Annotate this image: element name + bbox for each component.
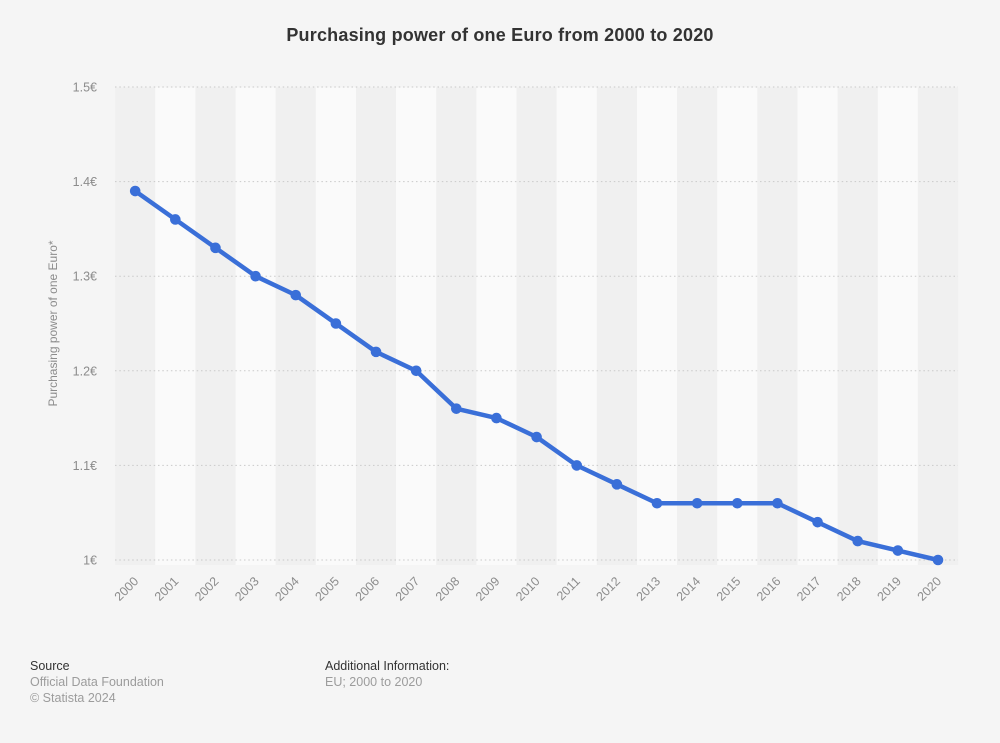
y-tick-label: 1€ <box>83 554 97 568</box>
data-point <box>812 516 823 528</box>
year-band <box>677 87 718 565</box>
year-band <box>636 87 678 565</box>
additional-info-block: Additional Information: EU; 2000 to 2020 <box>325 658 449 690</box>
x-tick-label: 2018 <box>834 574 864 604</box>
data-point <box>451 403 462 414</box>
data-point <box>852 535 864 547</box>
source-block: Source Official Data Foundation © Statis… <box>30 658 164 706</box>
year-band <box>837 87 878 565</box>
year-band <box>275 87 316 565</box>
y-tick-label: 1.4€ <box>73 175 97 189</box>
x-tick-label: 2009 <box>473 574 503 604</box>
x-tick-label: 2011 <box>554 574 583 603</box>
data-point <box>732 497 743 509</box>
data-point <box>410 365 422 377</box>
x-tick-label: 2016 <box>754 574 784 604</box>
x-tick-label: 2000 <box>112 574 142 604</box>
x-tick-label: 2017 <box>794 574 824 604</box>
data-point <box>892 545 904 556</box>
x-tick-label: 2001 <box>152 574 182 604</box>
data-point <box>290 289 302 301</box>
data-point <box>691 497 703 509</box>
copyright: © Statista 2024 <box>30 691 116 705</box>
data-point <box>370 346 382 358</box>
data-point <box>129 185 141 197</box>
x-tick-label: 2015 <box>714 574 744 604</box>
x-tick-label: 2012 <box>593 574 623 604</box>
data-point <box>611 479 623 490</box>
year-band <box>115 87 156 565</box>
year-band <box>917 87 959 565</box>
data-point <box>571 460 583 471</box>
y-tick-label: 1.2€ <box>73 364 97 378</box>
year-band <box>235 87 276 565</box>
additional-info-value: EU; 2000 to 2020 <box>325 675 423 689</box>
year-band <box>797 87 838 565</box>
x-tick-label: 2019 <box>874 574 904 604</box>
year-band <box>355 87 397 565</box>
x-tick-label: 2020 <box>915 574 945 604</box>
data-point <box>250 270 261 282</box>
year-band <box>436 87 477 565</box>
y-tick-label: 1.3€ <box>73 270 97 284</box>
x-tick-label: 2010 <box>513 574 543 604</box>
year-band <box>476 87 517 565</box>
data-point <box>651 497 663 509</box>
year-band <box>195 87 236 565</box>
additional-info-label: Additional Information: <box>325 659 450 673</box>
data-point <box>491 412 502 424</box>
year-band <box>757 87 798 565</box>
year-band <box>717 87 758 565</box>
x-tick-label: 2006 <box>353 574 383 604</box>
y-axis-title: Purchasing power of one Euro* <box>46 240 60 406</box>
data-point <box>330 318 342 329</box>
page-title: Purchasing power of one Euro from 2000 t… <box>286 25 714 45</box>
year-band <box>877 87 918 565</box>
x-tick-label: 2014 <box>674 574 704 604</box>
data-point <box>170 214 181 225</box>
year-band <box>396 87 437 565</box>
x-tick-label: 2004 <box>272 574 302 604</box>
data-point <box>772 497 783 509</box>
source-label: Source <box>30 659 70 673</box>
x-tick-label: 2003 <box>232 574 262 604</box>
data-point <box>210 242 221 254</box>
year-band <box>556 87 597 565</box>
x-tick-label: 2005 <box>312 574 342 604</box>
year-band <box>155 87 196 565</box>
data-point <box>531 431 542 443</box>
x-tick-label: 2008 <box>433 574 463 604</box>
y-tick-label: 1.5€ <box>73 81 97 95</box>
line-chart: 1€ 1.1€ 1.2€ 1.3€ 1.4€ 1.5€ 2000 2001 2002 2003 20… <box>46 81 959 604</box>
x-tick-label: 2002 <box>192 574 222 604</box>
x-tick-label: 2013 <box>634 574 664 604</box>
x-tick-label: 2007 <box>393 574 423 604</box>
y-tick-label: 1.1€ <box>73 459 97 473</box>
year-band <box>516 87 557 565</box>
data-point <box>932 554 944 566</box>
source-name: Official Data Foundation <box>30 675 164 689</box>
